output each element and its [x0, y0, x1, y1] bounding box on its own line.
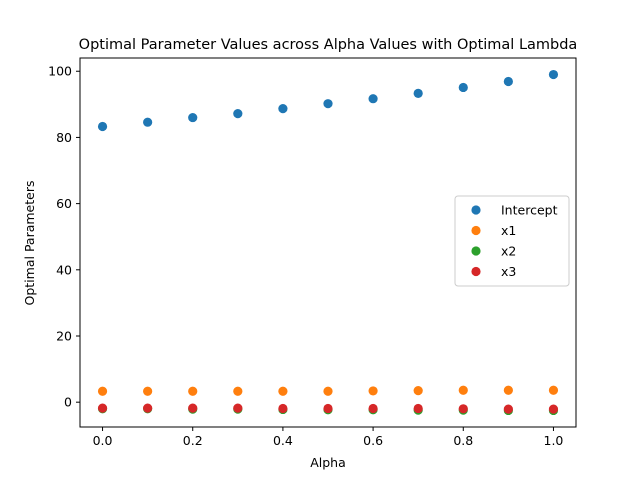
data-point — [278, 403, 288, 414]
data-point — [97, 403, 108, 413]
y-tick-label: 80 — [56, 130, 72, 145]
data-point — [413, 403, 423, 414]
plot-frame — [79, 57, 577, 428]
data-point — [323, 99, 333, 109]
data-point — [413, 88, 423, 99]
legend-marker — [471, 225, 481, 236]
series-x1-points — [97, 385, 559, 396]
legend: Intercept x1 x2 x3 — [454, 195, 570, 287]
x-tick-label: 0.8 — [453, 433, 473, 448]
x-tick-label: 1.0 — [544, 433, 564, 448]
data-point — [548, 385, 559, 395]
data-point — [233, 108, 243, 119]
legend-label: x3 — [501, 264, 516, 279]
series-x3-points — [97, 403, 559, 414]
data-point — [458, 82, 468, 93]
legend-marker — [471, 266, 481, 277]
data-point — [97, 121, 108, 132]
data-point — [503, 385, 513, 395]
y-tick-label: 100 — [48, 64, 72, 79]
data-point — [548, 69, 559, 80]
data-point — [323, 403, 333, 414]
data-point — [413, 385, 423, 396]
data-point — [143, 117, 153, 127]
legend-label: x1 — [501, 223, 516, 238]
data-point — [368, 403, 378, 414]
data-point — [548, 404, 559, 414]
legend-marker — [471, 246, 481, 256]
series-intercept-points — [97, 69, 559, 132]
data-point — [503, 76, 513, 87]
y-tick-label: 20 — [56, 328, 72, 343]
data-point — [188, 403, 198, 413]
data-point — [97, 386, 108, 396]
data-point — [278, 386, 288, 396]
x-tick-label: 0.4 — [273, 433, 293, 448]
data-point — [188, 386, 198, 396]
data-point — [233, 403, 243, 413]
y-tick-label: 0 — [64, 395, 72, 410]
data-point — [458, 404, 468, 414]
chart-title: Optimal Parameter Values across Alpha Va… — [79, 37, 578, 53]
data-point — [368, 386, 378, 396]
data-point — [458, 385, 468, 395]
legend-box — [454, 195, 570, 287]
y-tick-label: 60 — [56, 196, 72, 211]
x-tick-label: 0.6 — [363, 433, 383, 448]
data-point — [323, 386, 333, 396]
legend-label: Intercept — [501, 203, 558, 218]
data-point — [143, 403, 153, 413]
data-point — [503, 404, 513, 414]
points-layer — [97, 69, 559, 416]
data-point — [368, 94, 378, 104]
legend-marker — [471, 205, 481, 215]
y-tick-label: 40 — [56, 262, 72, 277]
x-tick-label: 0.0 — [93, 433, 113, 448]
legend-label: x2 — [501, 244, 516, 259]
y-axis-label: Optimal Parameters — [22, 181, 37, 306]
x-tick-label: 0.2 — [183, 433, 203, 448]
data-point — [143, 386, 153, 396]
data-point — [188, 112, 198, 123]
x-axis-label: Alpha — [310, 455, 346, 470]
data-point — [233, 386, 243, 396]
ticks-layer: 0.0 0.2 0.4 0.6 0.8 1.0 0 20 40 60 80 100 — [48, 64, 563, 448]
data-point — [278, 104, 288, 114]
